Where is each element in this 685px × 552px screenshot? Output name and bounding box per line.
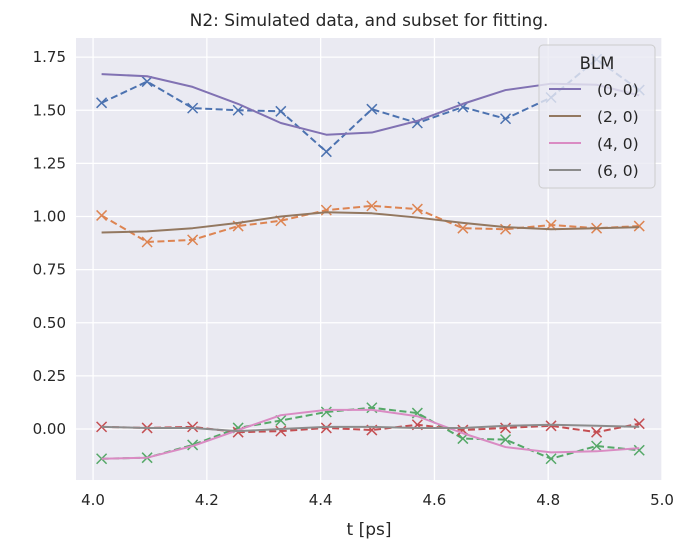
series-6: [96, 402, 645, 465]
x-tick-label: 4.6: [422, 491, 446, 509]
y-tick-label: 1.00: [33, 208, 66, 226]
series-line: [101, 408, 640, 460]
data-point-marker: [141, 76, 153, 88]
data-point-marker: [187, 421, 199, 433]
tick-labels: 4.0 4.2 4.4 4.6 4.8 5.0 0.00 0.25 0.50 0.75 1.00 1.…: [33, 48, 674, 509]
data-point-marker: [275, 105, 287, 117]
series-2: [101, 408, 640, 460]
data-point-marker: [366, 200, 378, 212]
data-point-marker: [545, 420, 557, 432]
data-point-marker: [232, 104, 244, 116]
chart-title: N2: Simulated data, and subset for fitti…: [190, 11, 549, 31]
legend-entry-label: (6, 0): [597, 162, 639, 180]
y-tick-label: 1.50: [33, 101, 66, 119]
y-tick-label: 1.75: [33, 48, 66, 66]
series-1: [101, 211, 640, 234]
data-point-marker: [366, 103, 378, 115]
data-point-marker: [500, 113, 512, 125]
legend-entry-label: (4, 0): [597, 135, 639, 153]
legend-entry-label: (2, 0): [597, 108, 639, 126]
x-tick-label: 4.0: [81, 491, 105, 509]
series-line: [101, 211, 640, 234]
x-tick-label: 5.0: [650, 491, 674, 509]
data-point-marker: [633, 444, 645, 456]
data-point-marker: [96, 97, 108, 109]
legend-box: [538, 44, 656, 189]
y-tick-label: 0.00: [33, 420, 66, 438]
data-point-marker: [411, 203, 423, 215]
data-point-marker: [591, 426, 603, 438]
data-point-marker: [500, 434, 512, 446]
data-point-marker: [633, 220, 645, 232]
x-tick-label: 4.8: [536, 491, 560, 509]
data-point-marker: [187, 234, 199, 246]
x-axis-label: t [ps]: [347, 520, 392, 540]
data-point-marker: [320, 422, 332, 434]
data-point-marker: [187, 102, 199, 114]
data-point-marker: [141, 236, 153, 248]
legend-title: BLM: [580, 54, 615, 73]
x-tick-label: 4.4: [309, 491, 333, 509]
series-3: [101, 423, 640, 433]
y-tick-label: 0.50: [33, 314, 66, 332]
y-tick-label: 0.75: [33, 261, 66, 279]
data-point-marker: [320, 406, 332, 418]
y-tick-label: 0.25: [33, 367, 66, 385]
data-point-marker: [591, 440, 603, 452]
data-point-marker: [500, 422, 512, 434]
data-point-marker: [96, 209, 108, 221]
series-line: [101, 423, 640, 433]
x-tick-label: 4.2: [195, 491, 219, 509]
legend: BLM (0, 0) (2, 0) (4, 0) (6, 0): [538, 44, 656, 189]
data-point-marker: [320, 146, 332, 158]
y-tick-label: 1.25: [33, 154, 66, 172]
data-point-marker: [275, 425, 287, 437]
data-point-marker: [457, 222, 469, 234]
data-point-marker: [187, 439, 199, 451]
data-point-marker: [545, 453, 557, 465]
legend-entry-label: (0, 0): [597, 81, 639, 99]
